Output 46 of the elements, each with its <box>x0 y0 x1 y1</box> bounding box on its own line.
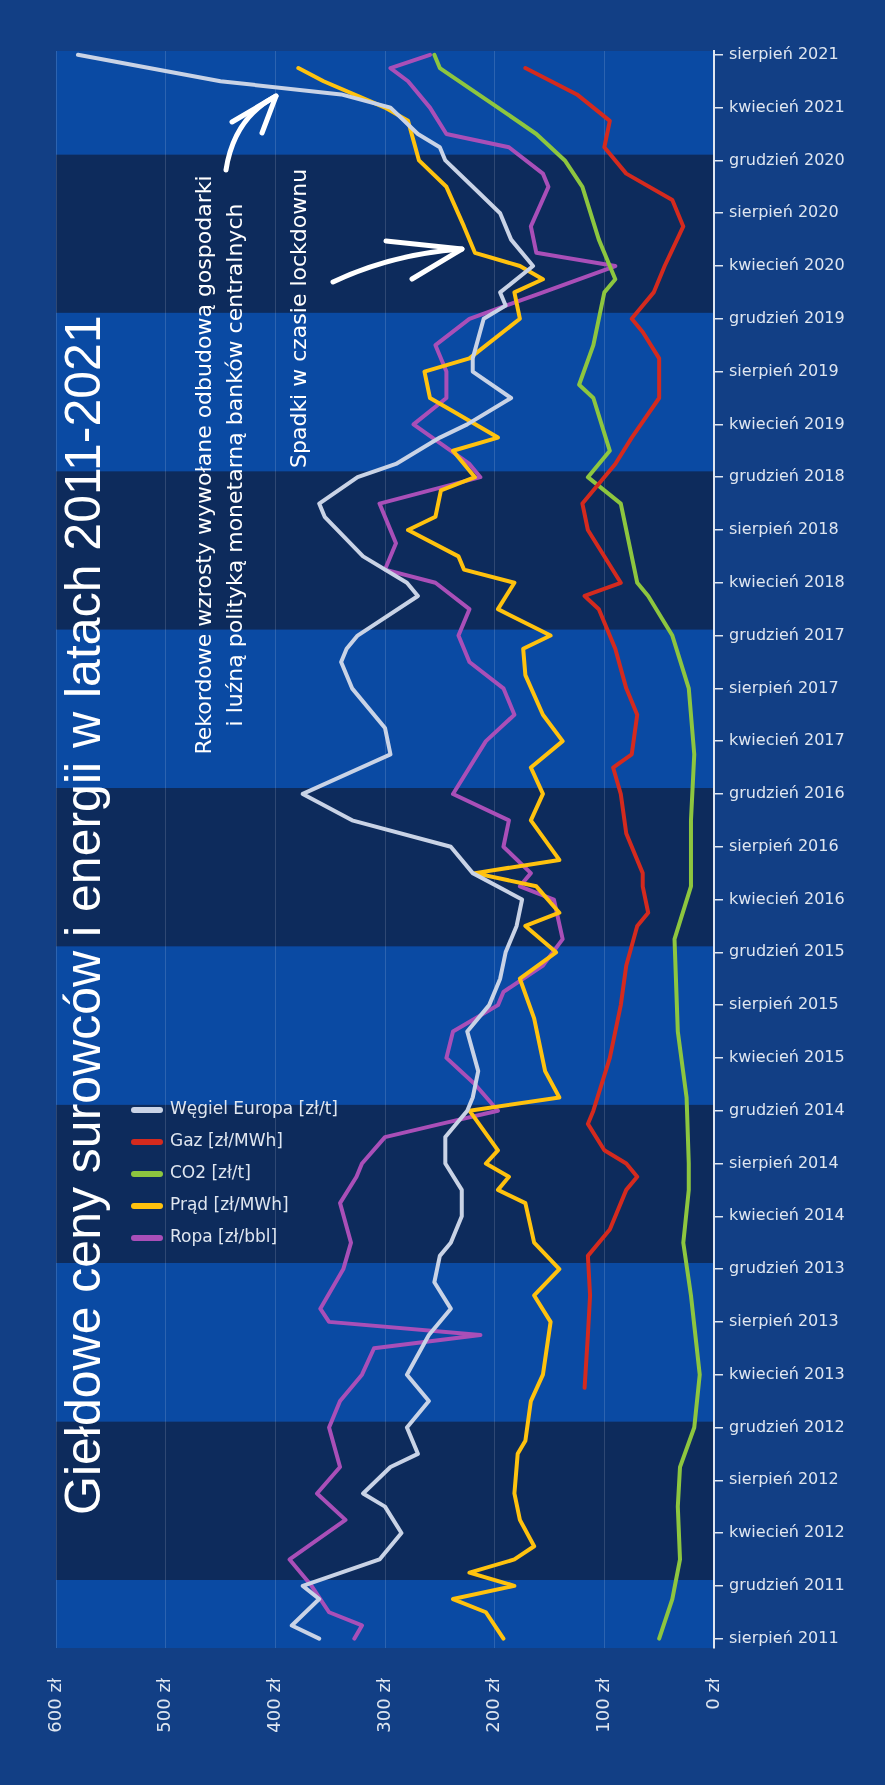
y-tick-label: sierpień 2020 <box>729 202 839 222</box>
legend-label: Węgiel Europa [zł/t] <box>170 1098 338 1119</box>
y-tick-label: grudzień 2019 <box>729 307 845 327</box>
y-tick-label: kwiecień 2021 <box>729 96 845 116</box>
y-tick-label: grudzień 2012 <box>729 1416 845 1436</box>
annotation: Rekordowe wzrosty wywołane odbudową gospodarki i luźną polityką monetarną banków centralnych <box>190 175 247 755</box>
y-tick-label: kwiecień 2017 <box>729 730 845 750</box>
y-tick-label: sierpień 2012 <box>729 1469 839 1489</box>
y-tick-label: grudzień 2015 <box>729 941 845 961</box>
y-tick-label: grudzień 2013 <box>729 1258 845 1278</box>
y-tick-label: sierpień 2016 <box>729 835 839 855</box>
legend-label: Gaz [zł/MWh] <box>170 1130 283 1151</box>
y-tick-label: sierpień 2018 <box>729 519 839 539</box>
y-tick-label: kwiecień 2020 <box>729 255 845 275</box>
legend-label: Ropa [zł/bbl] <box>170 1226 278 1247</box>
legend-label: CO2 [zł/t] <box>170 1162 251 1183</box>
y-tick-label: grudzień 2020 <box>729 149 845 169</box>
y-tick-label: sierpień 2015 <box>729 994 839 1014</box>
y-tick-label: sierpień 2014 <box>729 1152 839 1172</box>
y-tick-label: sierpień 2017 <box>729 677 839 697</box>
y-tick-label: grudzień 2018 <box>729 466 845 486</box>
y-tick-label: sierpień 2021 <box>729 43 839 63</box>
y-tick-label: kwiecień 2012 <box>729 1522 845 1542</box>
text: Giełdowe ceny surowców i energii w latach 2011-2021 <box>54 315 111 1515</box>
x-tick-label: 500 zł <box>153 1677 175 1733</box>
y-tick-label: sierpień 2013 <box>729 1311 839 1331</box>
x-tick-label: 300 zł <box>372 1677 394 1733</box>
x-tick-label: 100 zł <box>592 1677 614 1733</box>
y-tick-label: grudzień 2016 <box>729 783 845 803</box>
y-tick-label: kwiecień 2014 <box>729 1205 845 1225</box>
y-tick-label: kwiecień 2016 <box>729 888 845 908</box>
y-tick-label: kwiecień 2015 <box>729 1047 845 1067</box>
y-tick-label: kwiecień 2019 <box>729 413 845 433</box>
y-tick-label: kwiecień 2018 <box>729 571 845 591</box>
y-tick-label: kwiecień 2013 <box>729 1363 845 1383</box>
x-tick-label: 200 zł <box>482 1677 504 1733</box>
y-tick-label: sierpień 2011 <box>729 1627 839 1647</box>
y-tick-label: sierpień 2019 <box>729 360 839 380</box>
y-tick-label: grudzień 2014 <box>729 1099 845 1119</box>
y-tick-label: grudzień 2017 <box>729 624 845 644</box>
y-tick-label: grudzień 2011 <box>729 1575 845 1594</box>
legend-label: Prąd [zł/MWh] <box>170 1194 289 1215</box>
x-tick-label: 0 zł <box>701 1677 723 1710</box>
annotation: Spadki w czasie lockdownu <box>285 168 311 468</box>
x-tick-label: 600 zł <box>43 1677 65 1733</box>
x-tick-label: 400 zł <box>263 1677 285 1733</box>
